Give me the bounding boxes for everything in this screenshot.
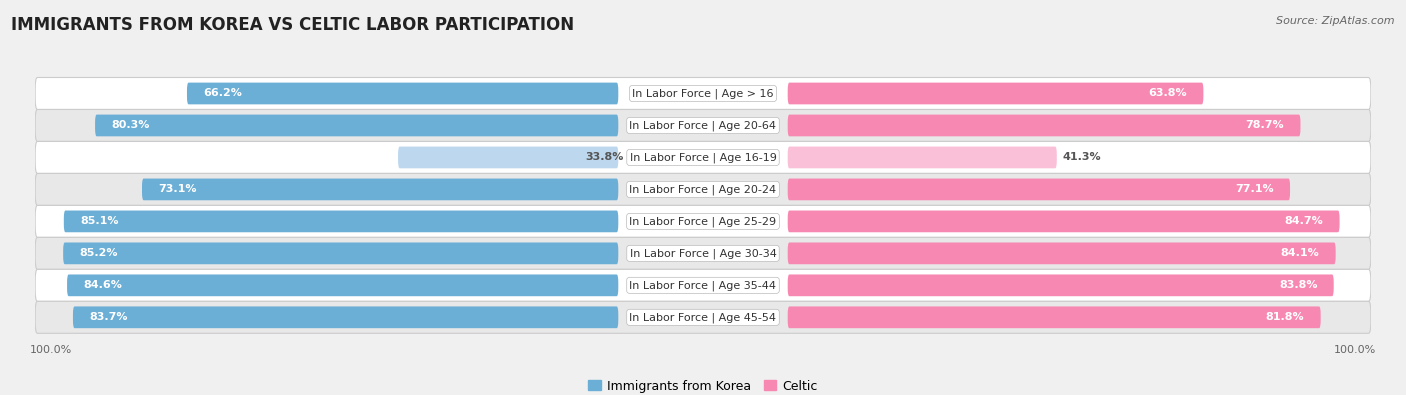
- Text: In Labor Force | Age 45-54: In Labor Force | Age 45-54: [630, 312, 776, 323]
- Text: 66.2%: 66.2%: [204, 88, 242, 98]
- Text: In Labor Force | Age 25-29: In Labor Force | Age 25-29: [630, 216, 776, 227]
- FancyBboxPatch shape: [787, 115, 1301, 136]
- Text: In Labor Force | Age 20-64: In Labor Force | Age 20-64: [630, 120, 776, 131]
- Legend: Immigrants from Korea, Celtic: Immigrants from Korea, Celtic: [588, 380, 818, 393]
- FancyBboxPatch shape: [73, 307, 619, 328]
- Text: 73.1%: 73.1%: [159, 184, 197, 194]
- FancyBboxPatch shape: [787, 275, 1334, 296]
- FancyBboxPatch shape: [35, 301, 1371, 333]
- Text: 63.8%: 63.8%: [1149, 88, 1187, 98]
- FancyBboxPatch shape: [35, 77, 1371, 109]
- FancyBboxPatch shape: [67, 275, 619, 296]
- FancyBboxPatch shape: [63, 211, 619, 232]
- FancyBboxPatch shape: [787, 147, 1057, 168]
- Text: 80.3%: 80.3%: [111, 120, 150, 130]
- FancyBboxPatch shape: [35, 269, 1371, 301]
- FancyBboxPatch shape: [63, 243, 619, 264]
- FancyBboxPatch shape: [35, 141, 1371, 173]
- FancyBboxPatch shape: [35, 173, 1371, 205]
- Text: Source: ZipAtlas.com: Source: ZipAtlas.com: [1277, 16, 1395, 26]
- FancyBboxPatch shape: [96, 115, 619, 136]
- FancyBboxPatch shape: [787, 211, 1340, 232]
- Text: 41.3%: 41.3%: [1062, 152, 1101, 162]
- Text: In Labor Force | Age 20-24: In Labor Force | Age 20-24: [630, 184, 776, 195]
- Text: In Labor Force | Age 16-19: In Labor Force | Age 16-19: [630, 152, 776, 163]
- FancyBboxPatch shape: [787, 243, 1336, 264]
- Text: 33.8%: 33.8%: [585, 152, 623, 162]
- FancyBboxPatch shape: [787, 83, 1204, 104]
- Text: 77.1%: 77.1%: [1234, 184, 1274, 194]
- FancyBboxPatch shape: [187, 83, 619, 104]
- FancyBboxPatch shape: [787, 179, 1291, 200]
- FancyBboxPatch shape: [142, 179, 619, 200]
- Text: IMMIGRANTS FROM KOREA VS CELTIC LABOR PARTICIPATION: IMMIGRANTS FROM KOREA VS CELTIC LABOR PA…: [11, 16, 575, 34]
- Text: 83.8%: 83.8%: [1279, 280, 1317, 290]
- Text: 85.1%: 85.1%: [80, 216, 118, 226]
- FancyBboxPatch shape: [35, 109, 1371, 141]
- Text: 84.6%: 84.6%: [83, 280, 122, 290]
- FancyBboxPatch shape: [35, 205, 1371, 237]
- Text: 83.7%: 83.7%: [89, 312, 128, 322]
- FancyBboxPatch shape: [35, 237, 1371, 269]
- Text: In Labor Force | Age > 16: In Labor Force | Age > 16: [633, 88, 773, 99]
- Text: In Labor Force | Age 35-44: In Labor Force | Age 35-44: [630, 280, 776, 291]
- Text: 84.7%: 84.7%: [1285, 216, 1323, 226]
- Text: 81.8%: 81.8%: [1265, 312, 1305, 322]
- FancyBboxPatch shape: [398, 147, 619, 168]
- Text: 84.1%: 84.1%: [1281, 248, 1319, 258]
- Text: 78.7%: 78.7%: [1246, 120, 1284, 130]
- Text: In Labor Force | Age 30-34: In Labor Force | Age 30-34: [630, 248, 776, 259]
- FancyBboxPatch shape: [787, 307, 1320, 328]
- Text: 85.2%: 85.2%: [80, 248, 118, 258]
